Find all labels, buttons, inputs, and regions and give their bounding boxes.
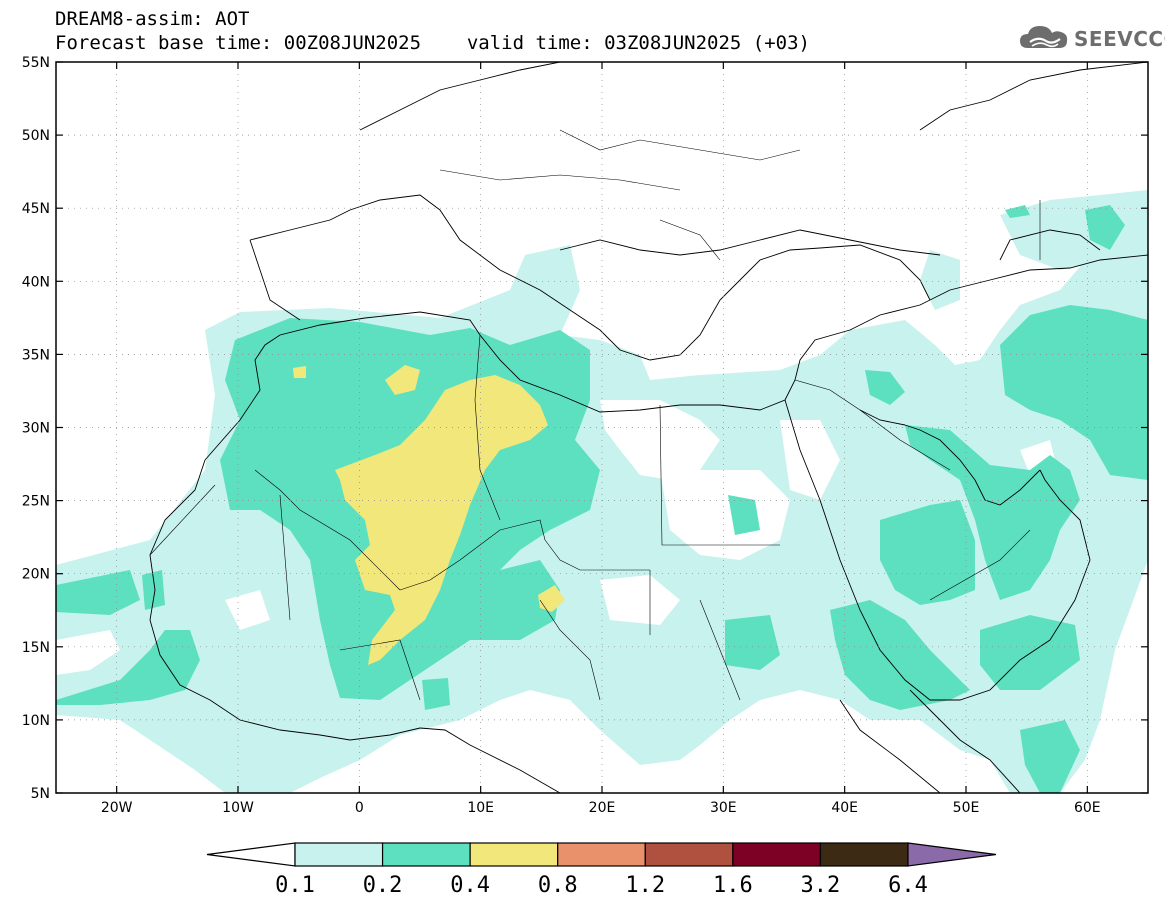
lat-tick-label: 25N	[22, 494, 50, 510]
colorbar-level-label: 0.4	[450, 873, 490, 898]
lat-tick-label: 55N	[22, 55, 50, 71]
lon-tick-label: 50E	[953, 800, 980, 816]
map-title: DREAM8-assim: AOT	[55, 8, 250, 30]
cloud-logo-icon	[1018, 22, 1070, 56]
lat-tick-label: 5N	[31, 786, 50, 802]
colorbar-segment	[469, 842, 559, 867]
colorbar-segment	[732, 842, 822, 867]
lon-tick-label: 60E	[1074, 800, 1101, 816]
colorbar-segment	[294, 842, 384, 867]
colorbar-segment	[644, 842, 734, 867]
lat-tick-label: 50N	[22, 128, 50, 144]
seevccc-logo: SEEVCCC	[1018, 22, 1165, 56]
logo-text: SEEVCCC	[1074, 27, 1165, 51]
colorbar-segment	[819, 842, 909, 867]
lat-tick-label: 45N	[22, 201, 50, 217]
lon-tick-label: 0	[355, 800, 364, 816]
grid-lines	[56, 62, 1148, 793]
colorbar-segment-low	[206, 842, 296, 867]
map-plot-area	[56, 62, 1148, 793]
lat-tick-label: 20N	[22, 567, 50, 583]
colorbar-level-label: 3.2	[801, 873, 841, 898]
lat-tick-label: 35N	[22, 347, 50, 363]
lon-tick-label: 30E	[710, 800, 737, 816]
lon-tick-label: 20E	[589, 800, 616, 816]
colorbar-level-label: 0.1	[275, 873, 315, 898]
lat-tick-label: 15N	[22, 640, 50, 656]
lon-tick-label: 20W	[101, 800, 133, 816]
colorbar-level-label: 1.2	[625, 873, 665, 898]
colorbar-segment	[557, 842, 646, 867]
lat-tick-label: 10N	[22, 713, 50, 729]
latitude-axis: 55N 50N 45N 40N 35N 30N 25N 20N 15N 10N 5N	[22, 55, 1148, 802]
colorbar-level-label: 0.2	[363, 873, 403, 898]
colorbar-level-label: 0.8	[538, 873, 578, 898]
colorbar-segment	[381, 842, 471, 867]
country-borders	[149, 129, 1041, 701]
valid-time: valid time: 03Z08JUN2025 (+03)	[466, 32, 810, 54]
aot-field-0.4-0.8	[293, 365, 565, 665]
lon-tick-label: 10E	[467, 800, 494, 816]
lon-tick-label: 10W	[222, 800, 254, 816]
lon-tick-label: 40E	[831, 800, 858, 816]
colorbar-level-label: 6.4	[888, 873, 928, 898]
colorbar-segment-high	[907, 842, 997, 867]
colorbar: 0.1 0.2 0.4 0.8 1.2 1.6 3.2 6.4	[206, 842, 997, 898]
colorbar-level-label: 1.6	[713, 873, 753, 898]
lat-tick-label: 40N	[22, 274, 50, 290]
base-time: Forecast base time: 00Z08JUN2025	[55, 32, 422, 54]
time-info: Forecast base time: 00Z08JUN2025 valid t…	[55, 32, 810, 54]
lat-tick-label: 30N	[22, 421, 50, 437]
longitude-axis: 20W 10W 0 10E 20E 30E 40E 50E 60E	[101, 62, 1101, 816]
